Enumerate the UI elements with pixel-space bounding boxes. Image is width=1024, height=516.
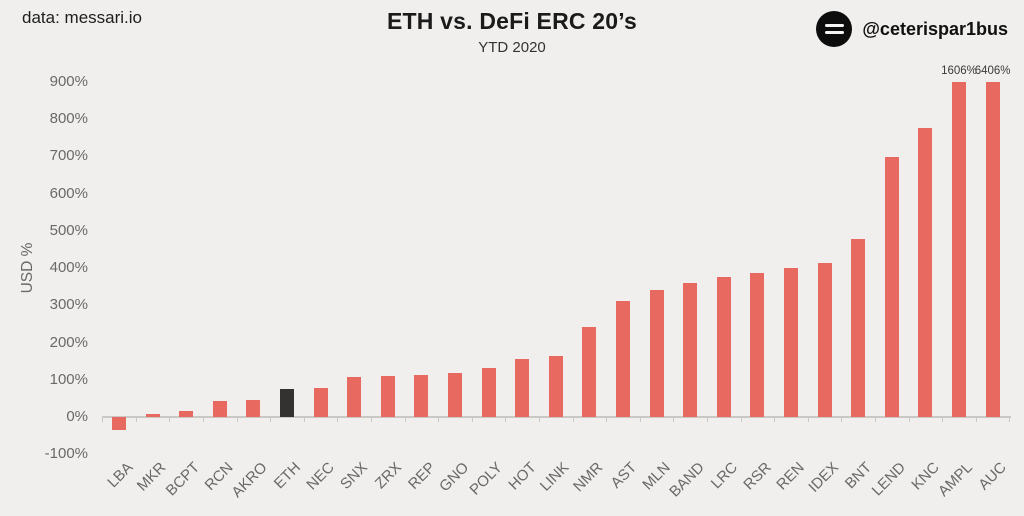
y-tick-label: -100% — [44, 445, 88, 463]
logo-line — [824, 31, 844, 34]
bar-ampl — [952, 81, 966, 417]
x-tick-mark — [707, 417, 708, 422]
y-tick-label: 900% — [49, 72, 88, 90]
x-tick-mark — [303, 417, 305, 422]
x-tick-mark — [236, 417, 238, 422]
x-tick-mark — [270, 417, 272, 422]
y-tick-label: 500% — [49, 221, 88, 239]
x-tick-label-nmr: NMR — [570, 459, 607, 496]
author-credit: @ceterispar1bus — [816, 11, 1008, 47]
bar-mkr — [145, 413, 160, 417]
bar-link — [548, 356, 563, 417]
y-tick-label: 800% — [49, 110, 88, 128]
x-tick-label-band: BAND — [665, 459, 708, 501]
bar-snx — [347, 376, 362, 417]
x-tick-mark — [875, 417, 876, 422]
x-tick-label-ast: AST — [607, 459, 641, 492]
x-tick-label-idex: IDEX — [804, 459, 842, 496]
bar-nec — [313, 388, 328, 417]
x-tick-mark — [505, 417, 507, 422]
x-tick-mark — [807, 417, 809, 422]
y-tick-label: 400% — [49, 259, 88, 277]
x-tick-mark — [371, 417, 372, 422]
bar-band — [683, 282, 698, 417]
x-tick-mark — [404, 417, 406, 422]
bar-knc — [918, 128, 933, 417]
x-tick-label-bcpt: BCPT — [162, 459, 204, 500]
x-tick-mark — [740, 417, 742, 422]
author-logo-icon — [816, 11, 853, 47]
x-tick-label-akro: AKRO — [228, 459, 271, 502]
bar-hot — [515, 358, 530, 417]
y-tick-label: 100% — [49, 370, 88, 388]
x-tick-mark — [774, 417, 776, 422]
x-tick-label-rsr: RSR — [740, 459, 775, 494]
x-tick-label-lrc: LRC — [707, 459, 741, 493]
x-tick-mark — [337, 417, 339, 422]
bar-bcpt — [179, 411, 194, 417]
x-tick-mark — [639, 417, 641, 422]
y-tick-label: 200% — [49, 333, 88, 351]
x-tick-label-zrx: ZRX — [371, 459, 405, 493]
bar-idex — [817, 262, 832, 417]
x-tick-mark — [102, 417, 104, 422]
bar-nmr — [582, 327, 597, 417]
y-tick-label: 600% — [49, 184, 88, 202]
x-tick-label-lend: LEND — [868, 459, 909, 500]
bar-akro — [246, 399, 261, 417]
x-tick-label-hot: HOT — [504, 459, 540, 494]
x-axis-line — [102, 416, 1011, 418]
bar-bnt — [851, 239, 866, 417]
x-tick-label-rep: REP — [404, 459, 439, 493]
x-tick-label-auc: AUC — [975, 459, 1010, 494]
bar-lend — [884, 156, 899, 417]
bar-zrx — [380, 376, 395, 417]
bar-ren — [784, 267, 798, 417]
x-tick-label-ampl: AMPL — [935, 459, 977, 500]
x-tick-label-ren: REN — [773, 459, 809, 494]
author-handle: @ceterispar1bus — [862, 18, 1008, 39]
y-tick-label: 700% — [49, 147, 88, 165]
x-tick-label-nec: NEC — [303, 459, 338, 494]
x-tick-mark — [572, 417, 574, 422]
x-tick-mark — [135, 417, 137, 422]
bar-ast — [616, 300, 630, 417]
y-tick-label: 300% — [49, 296, 88, 314]
x-tick-mark — [169, 417, 171, 422]
x-tick-label-lba: LBA — [103, 459, 137, 492]
x-tick-label-eth: ETH — [270, 459, 305, 493]
x-tick-mark — [471, 417, 473, 422]
bar-value-label-auc: 6406% — [974, 64, 1011, 77]
bar-poly — [481, 368, 496, 417]
x-tick-label-poly: POLY — [466, 459, 506, 499]
x-tick-mark — [673, 417, 675, 422]
bar-value-label-ampl: 1606% — [941, 64, 977, 77]
bar-auc — [985, 81, 1000, 417]
bar-rsr — [750, 272, 765, 417]
x-tick-mark — [942, 417, 944, 422]
x-tick-mark — [841, 417, 843, 422]
x-tick-label-link: LINK — [537, 459, 573, 495]
bar-lba — [112, 417, 126, 431]
x-tick-mark — [908, 417, 910, 422]
bar-gno — [448, 372, 462, 417]
x-tick-mark — [1009, 417, 1011, 422]
x-tick-mark — [203, 417, 204, 422]
logo-line — [824, 24, 844, 27]
bar-lrc — [716, 277, 731, 417]
bar-rcn — [212, 400, 227, 417]
x-tick-label-snx: SNX — [337, 459, 372, 493]
x-tick-mark — [606, 417, 608, 422]
x-tick-label-gno: GNO — [435, 459, 473, 496]
data-source-label: data: messari.io — [22, 8, 142, 27]
y-axis-title: USD % — [19, 242, 36, 294]
x-tick-mark — [975, 417, 977, 422]
bar-mln — [649, 289, 664, 417]
x-tick-mark — [539, 417, 540, 422]
bar-eth — [280, 389, 294, 417]
y-tick-label: 0% — [66, 408, 88, 425]
x-tick-mark — [438, 417, 440, 422]
bar-rep — [414, 375, 429, 417]
